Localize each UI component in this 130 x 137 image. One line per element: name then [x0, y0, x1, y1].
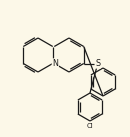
Text: S: S — [95, 59, 100, 68]
Text: N: N — [52, 59, 58, 68]
Text: Cl: Cl — [87, 122, 93, 129]
